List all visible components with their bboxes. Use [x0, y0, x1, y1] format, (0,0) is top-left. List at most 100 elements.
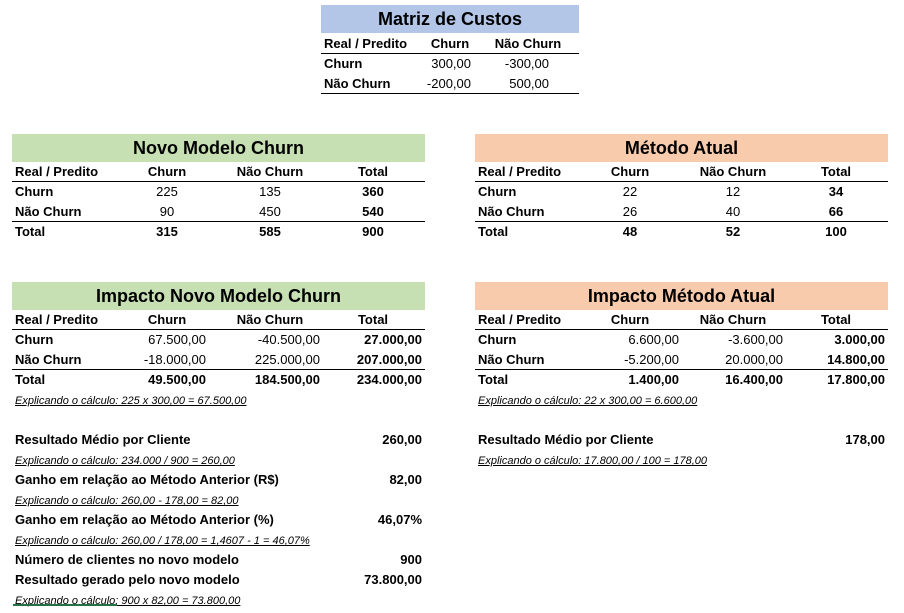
table-row: Churn 225 135 360: [12, 182, 425, 202]
row-label: Não Churn: [478, 352, 545, 367]
table-row: Não Churn 90 450 540: [12, 202, 425, 222]
cell-total: 207.000,00: [356, 352, 422, 367]
divider: [475, 181, 888, 182]
cost-matrix-title: Matriz de Custos: [321, 5, 579, 33]
cell-selection-indicator[interactable]: [13, 604, 117, 613]
header-total: Total: [820, 312, 852, 327]
cell-nao-churn: 585: [259, 224, 281, 239]
resultado-medio-label: Resultado Médio por Cliente: [15, 432, 191, 447]
row-label: Churn: [15, 184, 54, 199]
table-row: Não Churn 26 40 66: [475, 202, 888, 222]
cell-nao-churn: 40: [725, 204, 741, 219]
cell-total: 234.000,00: [356, 372, 422, 387]
cell-total: 14.800,00: [827, 352, 885, 367]
calc-note: Explicando o cálculo: 22 x 300,00 = 6.60…: [478, 395, 698, 407]
calc-note: Explicando o cálculo: 225 x 300,00 = 67.…: [15, 395, 247, 407]
row-label: Churn: [324, 56, 363, 71]
cell-nao-churn: 184.500,00: [254, 372, 320, 387]
row-label: Total: [478, 372, 509, 387]
resultado-gerado-value: 73.800,00: [364, 572, 422, 587]
header-nao-churn: Não Churn: [236, 164, 304, 179]
header-real-predito: Real / Predito: [478, 312, 562, 327]
header-churn: Churn: [430, 36, 470, 51]
cell-churn: 90: [159, 204, 175, 219]
header-real-predito: Real / Predito: [478, 164, 562, 179]
cell-nao-churn: 16.400,00: [725, 372, 783, 387]
row-label: Total: [15, 372, 46, 387]
table-row: Não Churn -18.000,00 225.000,00 207.000,…: [12, 350, 425, 370]
calc-note: Explicando o cálculo: 260,00 / 178,00 = …: [15, 535, 310, 547]
cell-churn: 26: [622, 204, 638, 219]
header-total: Total: [357, 312, 389, 327]
cell-total: 900: [362, 224, 384, 239]
cell-churn: -200,00: [426, 76, 471, 91]
cell-nao-churn: 20.000,00: [725, 352, 783, 367]
divider: [321, 93, 579, 94]
cell-nao-churn: -3.600,00: [728, 332, 783, 347]
cell-churn: 315: [156, 224, 178, 239]
ganho-rs-value: 82,00: [389, 472, 422, 487]
impacto-novo-title: Impacto Novo Modelo Churn: [12, 282, 425, 310]
header-churn: Churn: [147, 312, 187, 327]
calc-note: Explicando o cálculo: 260,00 - 178,00 = …: [15, 495, 239, 507]
novo-modelo-header: Real / Predito Churn Não Churn Total: [12, 162, 425, 182]
metodo-atual-header: Real / Predito Churn Não Churn Total: [475, 162, 888, 182]
header-total: Total: [357, 164, 389, 179]
cell-churn: 48: [622, 224, 638, 239]
table-row: Não Churn -200,00 500,00: [321, 74, 579, 94]
header-nao-churn: Não Churn: [699, 164, 767, 179]
table-row-total: Total 48 52 100: [475, 222, 888, 242]
cell-churn: -5.200,00: [624, 352, 679, 367]
cell-nao-churn: 135: [259, 184, 281, 199]
table-row-total: Total 49.500,00 184.500,00 234.000,00: [12, 370, 425, 390]
row-label: Não Churn: [324, 76, 391, 91]
calc-note: Explicando o cálculo: 234.000 / 900 = 26…: [15, 455, 235, 467]
divider: [12, 221, 425, 222]
cell-churn: 300,00: [431, 56, 471, 71]
ganho-rs-label: Ganho em relação ao Método Anterior (R$): [15, 472, 279, 487]
row-label: Churn: [478, 332, 517, 347]
header-churn: Churn: [610, 164, 650, 179]
header-nao-churn: Não Churn: [236, 312, 304, 327]
table-row: Churn 67.500,00 -40.500,00 27.000,00: [12, 330, 425, 350]
resultado-medio-value: 260,00: [382, 432, 422, 447]
table-row: Não Churn -5.200,00 20.000,00 14.800,00: [475, 350, 888, 370]
impacto-atual-header: Real / Predito Churn Não Churn Total: [475, 310, 888, 330]
cell-nao-churn: 500,00: [509, 76, 549, 91]
divider: [475, 329, 888, 330]
table-row: Churn 300,00 -300,00: [321, 54, 579, 74]
divider: [475, 221, 888, 222]
cell-nao-churn: 225.000,00: [254, 352, 320, 367]
divider: [321, 53, 579, 54]
header-churn: Churn: [610, 312, 650, 327]
header-real-predito: Real / Predito: [15, 164, 99, 179]
cell-total: 540: [362, 204, 384, 219]
header-churn: Churn: [147, 164, 187, 179]
row-label: Não Churn: [15, 352, 82, 367]
row-label: Não Churn: [15, 204, 82, 219]
cell-nao-churn: -40.500,00: [257, 332, 320, 347]
cell-total: 66: [828, 204, 844, 219]
divider: [475, 369, 888, 370]
resultado-medio-atual-label: Resultado Médio por Cliente: [478, 432, 654, 447]
resultado-gerado-label: Resultado gerado pelo novo modelo: [15, 572, 240, 587]
divider: [12, 329, 425, 330]
header-nao-churn: Não Churn: [494, 36, 562, 51]
cell-churn: 67.500,00: [148, 332, 206, 347]
table-row: Churn 6.600,00 -3.600,00 3.000,00: [475, 330, 888, 350]
num-clientes-value: 900: [400, 552, 422, 567]
row-label: Churn: [478, 184, 517, 199]
cell-total: 360: [362, 184, 384, 199]
cell-churn: 225: [156, 184, 178, 199]
header-nao-churn: Não Churn: [699, 312, 767, 327]
divider: [12, 369, 425, 370]
table-row-total: Total 315 585 900: [12, 222, 425, 242]
header-real-predito: Real / Predito: [324, 36, 408, 51]
resultado-medio-atual-value: 178,00: [845, 432, 885, 447]
cell-total: 3.000,00: [834, 332, 885, 347]
ganho-pct-value: 46,07%: [377, 512, 422, 527]
num-clientes-label: Número de clientes no novo modelo: [15, 552, 239, 567]
metodo-atual-title: Método Atual: [475, 134, 888, 162]
cell-total: 27.000,00: [364, 332, 422, 347]
cell-nao-churn: 450: [259, 204, 281, 219]
